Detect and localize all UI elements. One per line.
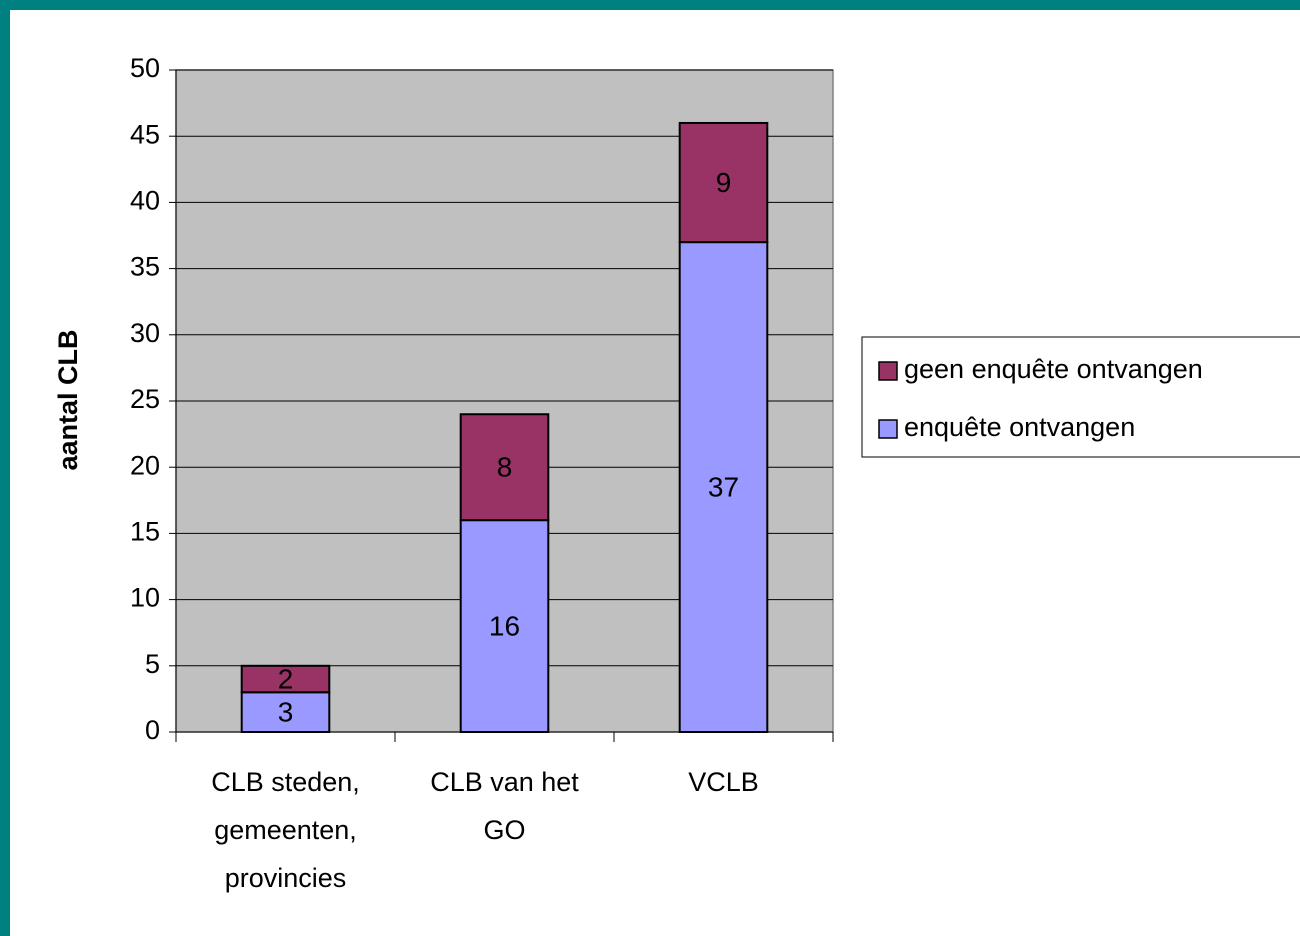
bar-segment <box>678 121 769 244</box>
y-tick-label: 5 <box>145 649 160 679</box>
legend-swatch <box>878 419 898 439</box>
x-tick-label-line: provincies <box>225 863 347 893</box>
x-tick-label-line: GO <box>483 815 525 845</box>
legend-box <box>861 336 1300 458</box>
y-axis-label: aantal CLB <box>53 329 83 470</box>
y-tick-label: 0 <box>145 715 160 745</box>
x-tick-label-line: CLB steden, <box>211 767 360 797</box>
data-label: 3 <box>278 697 294 728</box>
y-tick-label: 10 <box>130 583 160 613</box>
data-label: 37 <box>708 471 739 502</box>
bar-segment <box>678 241 769 733</box>
legend-label: geen enquête ontvangen <box>904 354 1203 384</box>
y-tick-label: 15 <box>130 517 160 547</box>
y-tick-label: 40 <box>130 186 160 216</box>
data-label: 8 <box>497 452 513 483</box>
bar-segment <box>240 664 331 694</box>
legend-swatch <box>878 361 898 381</box>
data-label: 9 <box>716 167 732 198</box>
x-tick-label-line: CLB van het <box>430 767 579 797</box>
bar-segment <box>240 691 331 734</box>
legend-label: enquête ontvangen <box>904 412 1135 442</box>
y-tick-label: 20 <box>130 450 160 480</box>
x-tick-label-line: gemeenten, <box>214 815 357 845</box>
bar-segment <box>459 519 550 733</box>
x-tick-label: VCLB <box>688 767 759 797</box>
data-label: 16 <box>489 610 520 641</box>
x-tick-label: CLB steden, gemeenten, provincies <box>211 767 360 893</box>
y-tick-label: 45 <box>130 119 160 149</box>
y-tick-label: 25 <box>130 384 160 414</box>
y-tick-label: 50 <box>130 53 160 83</box>
y-tick-label: 35 <box>130 252 160 282</box>
bar-segment <box>459 413 550 522</box>
y-tick-label: 30 <box>130 318 160 348</box>
x-tick-label-line: VCLB <box>688 767 759 797</box>
data-label: 2 <box>278 663 294 694</box>
x-tick-label: CLB van het GO <box>430 767 579 845</box>
